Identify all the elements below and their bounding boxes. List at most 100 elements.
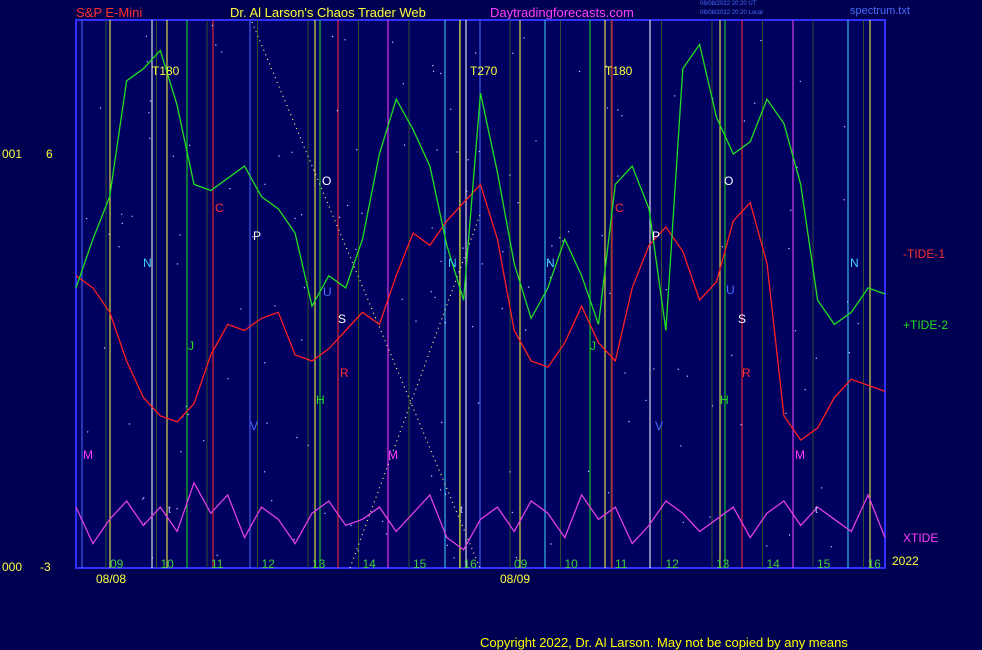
star-dot [189, 144, 191, 147]
star-dot [721, 246, 723, 248]
star-dot [271, 500, 273, 502]
star-dot [587, 470, 590, 472]
star-dot [264, 183, 266, 185]
tide1-legend: -TIDE-1 [903, 247, 945, 261]
star-dot [453, 557, 455, 559]
hour-tick-label: 10 [161, 557, 175, 571]
star-dot [149, 100, 152, 102]
star-dot [515, 556, 518, 559]
star-dot [550, 543, 552, 545]
planet-letter: N [546, 256, 555, 270]
series-line-tide1 [75, 183, 886, 442]
star-dot [291, 151, 293, 153]
star-dot [356, 149, 358, 151]
series-line-tide2 [75, 42, 886, 331]
star-dot [709, 516, 711, 518]
date-label: 08/08 [96, 572, 126, 586]
hour-tick-label: 10 [565, 557, 579, 571]
star-dot [344, 39, 346, 41]
star-dot [264, 362, 266, 364]
star-dot [502, 251, 504, 253]
star-dot [450, 108, 452, 110]
star-dot [682, 521, 684, 524]
y-top-code: 001 [2, 147, 23, 161]
star-dot [361, 212, 363, 214]
hour-tick-label: 09 [110, 557, 124, 571]
star-dot [609, 292, 611, 295]
star-dot [121, 222, 124, 225]
star-dot [475, 52, 477, 54]
hour-tick-label: 12 [666, 557, 680, 571]
hour-tick-label: 15 [817, 557, 831, 571]
star-dot [509, 471, 511, 473]
site-link[interactable]: Daytradingforecasts.com [490, 5, 634, 20]
star-dot [645, 399, 647, 402]
filename: spectrum.txt [850, 5, 910, 17]
star-dot [350, 524, 352, 527]
star-dot [621, 115, 623, 117]
star-dot [740, 424, 742, 426]
star-dot [211, 24, 214, 27]
xtide-legend: XTIDE [903, 531, 939, 545]
planet-letter: V [250, 419, 258, 433]
star-dot [436, 149, 438, 151]
star-dot [511, 511, 514, 514]
planet-letter: J [188, 339, 194, 353]
hour-tick-label: 14 [767, 557, 781, 571]
timestamp-ut: 08/08/2022 20:20 UT [700, 1, 757, 7]
planet-letter: N [448, 256, 457, 270]
star-dot [674, 95, 676, 97]
star-dot [843, 126, 846, 128]
star-dot [131, 215, 133, 217]
star-dot [528, 286, 530, 288]
star-dot [446, 544, 448, 546]
star-dot [415, 320, 417, 322]
star-dot [731, 354, 733, 357]
tide-peak-mark: t [815, 505, 818, 516]
planet-letter: R [742, 366, 751, 380]
diagonal-dotted-line [251, 21, 481, 569]
star-dot [477, 402, 480, 404]
planet-letter: H [316, 393, 325, 407]
star-dot [403, 144, 406, 146]
star-dot [143, 497, 145, 499]
star-dot [804, 389, 806, 391]
planet-letter: M [388, 448, 398, 462]
star-dot [711, 405, 714, 407]
star-dot [843, 199, 845, 201]
star-dot [391, 41, 394, 43]
star-dot [830, 546, 833, 548]
planet-letter: S [738, 312, 746, 326]
planet-letter: U [726, 283, 735, 297]
instrument-title: S&P E-Mini [76, 5, 143, 20]
star-dot [179, 234, 181, 236]
star-dot [87, 431, 89, 433]
app-title: Dr. Al Larson's Chaos Trader Web [230, 5, 426, 20]
planet-letter: H [720, 393, 729, 407]
star-dot [401, 298, 403, 301]
star-dot [121, 213, 123, 215]
star-dot [296, 436, 298, 439]
star-dot [607, 492, 610, 494]
star-dot [790, 209, 792, 211]
star-dot [551, 245, 553, 247]
star-dot [820, 487, 823, 489]
planet-letter: R [340, 366, 349, 380]
date-label: 08/09 [500, 572, 530, 586]
star-dot [385, 533, 388, 535]
star-dot [617, 175, 619, 177]
star-dot [338, 216, 341, 218]
planet-letter: P [253, 229, 261, 243]
star-dot [187, 413, 189, 416]
planet-letter: M [83, 448, 93, 462]
y-bottom-value: -3 [40, 560, 51, 574]
star-dot [227, 378, 229, 380]
star-dot [146, 61, 148, 63]
star-dot [456, 151, 458, 153]
star-dot [240, 308, 242, 310]
star-dot [108, 233, 110, 235]
star-dot [535, 140, 537, 142]
star-dot [481, 263, 483, 265]
star-dot [501, 307, 503, 310]
star-dot [467, 159, 469, 161]
